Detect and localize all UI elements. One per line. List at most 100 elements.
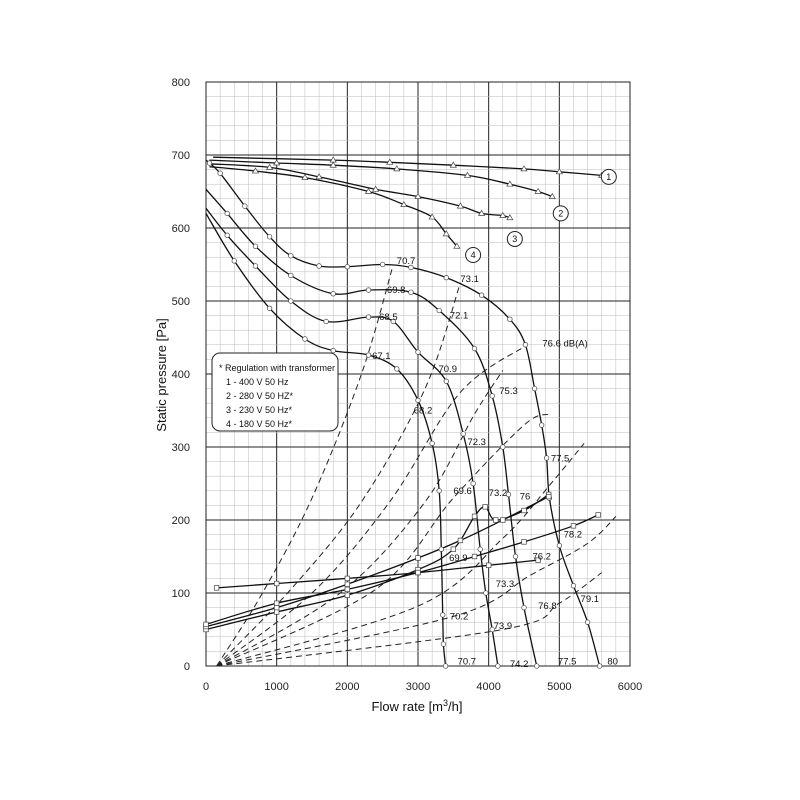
legend-item: 3 - 230 V 50 Hz*: [226, 405, 293, 415]
series-line: [209, 159, 553, 198]
point-marker: [371, 185, 380, 192]
point-marker: [330, 347, 336, 354]
point-marker: [203, 621, 209, 628]
point-marker: [380, 261, 386, 268]
x-tick-label: 3000: [406, 681, 430, 693]
point-marker: [274, 609, 280, 615]
point-marker: [393, 165, 401, 172]
y-tick-label: 200: [172, 515, 190, 527]
dashed-noise-lines: [216, 264, 617, 667]
point-marker: [365, 287, 372, 293]
point-marker: [266, 305, 273, 311]
x-tick-label: 2000: [335, 681, 359, 693]
point-marker: [330, 291, 336, 297]
point-marker: [390, 318, 396, 325]
point-marker: [531, 385, 538, 392]
plot-border: [205, 81, 631, 667]
noise-label: 69.8: [387, 285, 406, 296]
point-marker: [457, 537, 464, 544]
noise-label: 77.5: [551, 454, 570, 465]
point-marker: [442, 663, 449, 669]
x-tick-label: 0: [203, 681, 209, 693]
point-marker: [316, 263, 322, 269]
noise-dashed-line: [216, 572, 602, 667]
point-marker: [596, 663, 603, 669]
point-marker: [323, 318, 329, 325]
point-marker: [470, 480, 476, 487]
point-marker: [521, 539, 527, 545]
noise-label: 77.5: [558, 657, 577, 668]
series-line: [209, 166, 458, 247]
point-marker: [301, 173, 309, 180]
noise-label: 70.2: [450, 611, 469, 622]
point-marker: [453, 242, 461, 249]
noise-label: 73.2: [489, 488, 508, 499]
noise-label: 76.6 dB(A): [542, 338, 587, 349]
series-line: [205, 493, 550, 631]
curve-number-circle: [506, 230, 523, 247]
point-marker: [429, 440, 435, 447]
point-marker: [274, 604, 280, 611]
noise-label: 80: [607, 657, 618, 668]
y-tick-label: 300: [172, 442, 190, 454]
point-marker: [478, 292, 485, 298]
point-marker: [408, 289, 414, 295]
point-marker: [449, 161, 457, 168]
point-marker: [386, 158, 394, 165]
point-marker: [414, 192, 422, 199]
y-tick-label: 100: [172, 588, 190, 600]
point-marker: [499, 211, 507, 218]
point-marker: [288, 253, 294, 259]
point-marker: [495, 663, 501, 669]
point-marker: [506, 180, 514, 187]
point-marker: [344, 581, 350, 587]
noise-dashed-line: [216, 344, 528, 667]
point-marker: [506, 214, 514, 221]
point-marker: [415, 555, 421, 561]
point-marker: [442, 230, 450, 237]
point-marker: [463, 171, 472, 178]
point-marker: [224, 210, 230, 217]
noise-label: 76.8: [538, 601, 557, 612]
noise-label: 69.9: [449, 553, 468, 564]
point-marker: [471, 553, 478, 560]
point-marker: [450, 546, 456, 552]
point-marker: [521, 507, 527, 514]
series-line: [205, 207, 499, 667]
point-marker: [482, 504, 488, 510]
point-marker: [483, 590, 489, 596]
legend-box: [211, 352, 339, 432]
noise-label: 75.3: [499, 386, 518, 397]
legend: * Regulation with transformer 1 - 400 V …: [211, 352, 339, 432]
point-marker: [252, 243, 259, 249]
point-marker: [400, 200, 408, 207]
point-marker: [456, 202, 465, 209]
point-marker: [315, 173, 323, 180]
point-marker: [217, 170, 223, 176]
series-line: [205, 159, 601, 667]
point-marker: [365, 314, 372, 320]
noise-label: 73.9: [494, 621, 513, 632]
point-marker: [213, 585, 220, 591]
noise-label: 70.7: [397, 256, 416, 267]
point-marker: [274, 580, 280, 587]
noise-label: 69.6: [453, 486, 472, 497]
noise-label: 79.1: [581, 594, 600, 605]
noise-label: 67.1: [372, 351, 391, 362]
point-marker: [460, 431, 466, 437]
noise-label: 73.1: [460, 274, 479, 285]
y-tick-label: 700: [172, 150, 190, 162]
noise-label: 68.2: [414, 406, 433, 417]
point-marker: [273, 159, 281, 166]
point-marker: [415, 397, 421, 403]
point-marker: [266, 234, 273, 240]
point-marker: [344, 586, 350, 592]
point-marker: [505, 491, 512, 498]
y-axis-label: Static pressure [Pa]: [154, 318, 169, 431]
point-marker: [302, 336, 308, 342]
curve-number-label: 1: [606, 172, 611, 182]
point-marker: [365, 352, 372, 358]
point-marker: [471, 345, 478, 352]
noise-dashed-line: [216, 370, 504, 667]
